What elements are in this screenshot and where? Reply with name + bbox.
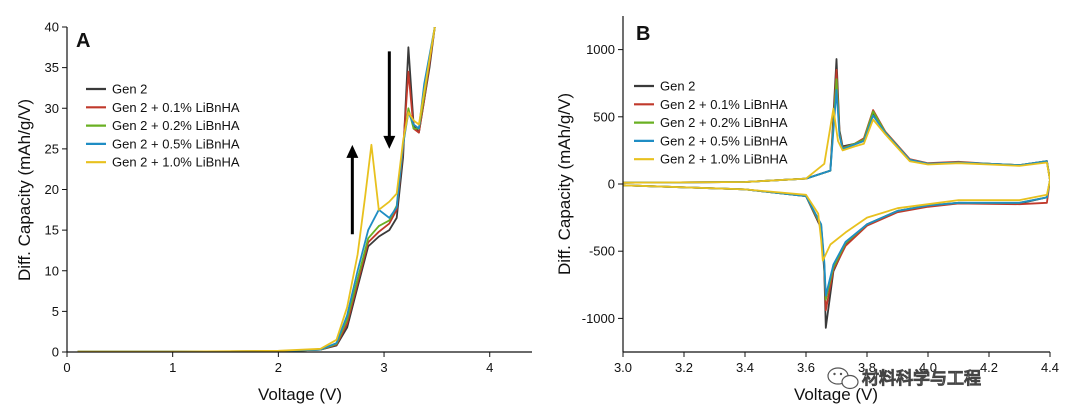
x-tick-label: 3.4 <box>736 360 754 375</box>
x-tick-label: 4 <box>486 360 493 375</box>
y-tick-label: 10 <box>45 263 59 278</box>
y-tick-label: 0 <box>52 345 59 360</box>
legend-label: Gen 2 + 0.5% LiBnHA <box>112 136 240 151</box>
watermark: 材料科学与工程 <box>827 367 981 390</box>
legend-label: Gen 2 + 0.5% LiBnHA <box>660 133 788 148</box>
x-tick-label: 4.2 <box>980 360 998 375</box>
legend-label: Gen 2 + 0.2% LiBnHA <box>660 115 788 130</box>
x-tick-label: 3.6 <box>797 360 815 375</box>
x-tick-label: 3 <box>380 360 387 375</box>
axes-b: 3.0 3.2 3.4 3.6 3.8 4.0 4.2 4.4 -1000 -500 0 500 100… <box>582 16 1059 375</box>
legend-b: Gen 2 Gen 2 + 0.1% LiBnHA Gen 2 + 0.2% LiB… <box>634 79 788 167</box>
x-tick-label: 3.0 <box>614 360 632 375</box>
wechat-logo-icon <box>827 367 859 390</box>
y-tick-label: 35 <box>45 60 59 75</box>
series-line-2 <box>77 27 436 352</box>
x-tick-label: 4.4 <box>1041 360 1059 375</box>
legend-label: Gen 2 + 0.1% LiBnHA <box>660 97 788 112</box>
y-tick-label: 15 <box>45 223 59 238</box>
y-tick-label: 0 <box>608 177 615 192</box>
y-axis-title-a: Diff. Capacity (mAh/g/V) <box>15 99 34 281</box>
series-line-5 <box>623 107 1050 262</box>
y-tick-label: 1000 <box>586 42 615 57</box>
y-axis-title-b: Diff. Capacity (mAh/g/V) <box>555 93 574 275</box>
watermark-text: 材料科学与工程 <box>862 368 981 388</box>
panel-letter-b: B <box>636 23 650 45</box>
x-axis-title-a: Voltage (V) <box>258 385 342 404</box>
y-tick-label: 40 <box>45 20 59 35</box>
y-tick-label: 30 <box>45 101 59 116</box>
y-tick-label: 20 <box>45 182 59 197</box>
legend-a: Gen 2 Gen 2 + 0.1% LiBnHA Gen 2 + 0.2% LiB… <box>86 82 240 170</box>
arrow-down-icon <box>383 135 396 149</box>
series-line-5 <box>77 27 436 352</box>
legend-label: Gen 2 + 0.2% LiBnHA <box>112 118 240 133</box>
x-tick-label: 3.8 <box>858 360 876 375</box>
y-tick-label: -500 <box>589 244 615 259</box>
legend-label: Gen 2 + 1.0% LiBnHA <box>660 152 788 167</box>
series-line-4 <box>623 89 1050 297</box>
x-tick-label: 1 <box>169 360 176 375</box>
x-tick-label: 3.2 <box>675 360 693 375</box>
arrow-up-icon <box>346 144 359 158</box>
plot-area-a <box>77 27 436 352</box>
y-tick-label: -1000 <box>582 311 615 326</box>
y-tick-label: 5 <box>52 304 59 319</box>
y-tick-label: 25 <box>45 141 59 156</box>
legend-label: Gen 2 + 0.1% LiBnHA <box>112 100 240 115</box>
legend-label: Gen 2 + 1.0% LiBnHA <box>112 155 240 170</box>
x-axis-title-b: Voltage (V) <box>794 385 878 404</box>
series-line-4 <box>77 27 436 352</box>
x-tick-label: 0 <box>63 360 70 375</box>
series-line-3 <box>77 27 436 352</box>
chart-panel-b: 3.0 3.2 3.4 3.6 3.8 4.0 4.2 4.4 -1000 -500 0 500 100… <box>555 16 1059 404</box>
y-tick-label: 500 <box>593 109 615 124</box>
x-tick-label: 4.0 <box>919 360 937 375</box>
legend-label: Gen 2 <box>660 79 695 94</box>
legend-label: Gen 2 <box>112 82 147 97</box>
x-tick-label: 2 <box>275 360 282 375</box>
arrows-a <box>346 51 396 235</box>
panel-letter-a: A <box>76 30 90 52</box>
series-line-1 <box>77 27 436 352</box>
plot-area-b <box>623 58 1050 329</box>
